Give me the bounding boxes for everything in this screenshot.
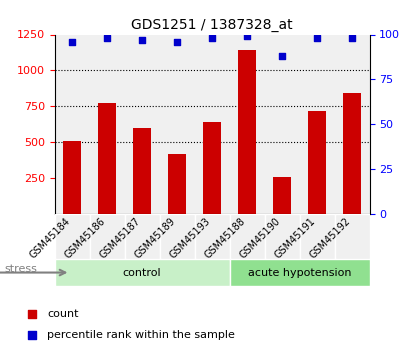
Text: stress: stress: [4, 264, 37, 274]
Bar: [98, 104, 116, 214]
Bar: [308, 110, 326, 214]
FancyBboxPatch shape: [55, 214, 89, 259]
FancyBboxPatch shape: [299, 214, 335, 259]
Point: [279, 53, 286, 59]
Bar: [273, 177, 291, 214]
Title: GDS1251 / 1387328_at: GDS1251 / 1387328_at: [131, 18, 293, 32]
Bar: [265, 34, 299, 214]
Point: [310, 39, 316, 45]
Bar: [89, 34, 125, 214]
Text: control: control: [123, 268, 161, 277]
Bar: [63, 141, 81, 214]
Text: acute hypotension: acute hypotension: [248, 268, 352, 277]
Point: [69, 39, 76, 45]
FancyBboxPatch shape: [335, 214, 370, 259]
Text: count: count: [47, 309, 79, 319]
FancyBboxPatch shape: [160, 214, 194, 259]
Bar: [239, 50, 256, 214]
Text: GSM45191: GSM45191: [273, 216, 317, 260]
Point: [209, 35, 215, 41]
Bar: [335, 34, 370, 214]
Point: [349, 35, 355, 41]
FancyBboxPatch shape: [125, 214, 160, 259]
Bar: [203, 122, 221, 214]
Text: GSM45189: GSM45189: [133, 216, 177, 260]
FancyBboxPatch shape: [194, 214, 230, 259]
Bar: [55, 34, 89, 214]
Bar: [160, 34, 194, 214]
Point: [310, 227, 316, 233]
Point: [139, 37, 145, 43]
Bar: [299, 34, 335, 214]
Text: GSM45186: GSM45186: [63, 216, 107, 260]
Bar: [230, 34, 265, 214]
FancyBboxPatch shape: [265, 214, 299, 259]
Point: [104, 35, 110, 41]
FancyBboxPatch shape: [89, 214, 125, 259]
Point: [314, 35, 320, 41]
Text: GSM45188: GSM45188: [202, 216, 247, 260]
Point: [174, 39, 181, 45]
Text: percentile rank within the sample: percentile rank within the sample: [47, 330, 235, 339]
FancyBboxPatch shape: [230, 259, 370, 286]
Bar: [168, 154, 186, 214]
Bar: [194, 34, 230, 214]
Bar: [134, 128, 151, 214]
Text: GSM45192: GSM45192: [307, 216, 352, 261]
Text: GSM45184: GSM45184: [28, 216, 72, 260]
FancyBboxPatch shape: [55, 259, 230, 286]
Text: GSM45187: GSM45187: [97, 216, 142, 261]
Text: GSM45193: GSM45193: [168, 216, 212, 260]
Bar: [344, 93, 361, 214]
Bar: [125, 34, 160, 214]
FancyBboxPatch shape: [230, 214, 265, 259]
Point: [244, 33, 250, 39]
Text: GSM45190: GSM45190: [238, 216, 282, 260]
